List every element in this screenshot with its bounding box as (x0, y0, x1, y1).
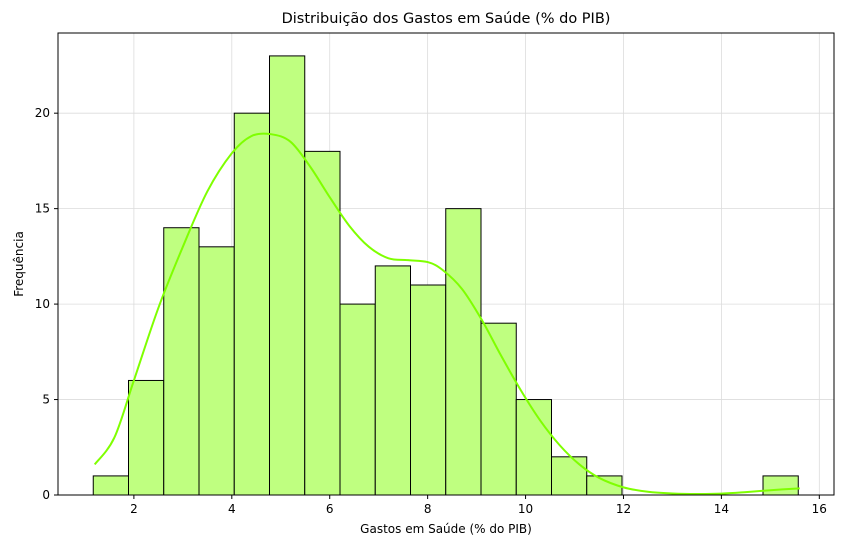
x-tick-label-5: 12 (616, 502, 631, 516)
plot-frame (57, 32, 835, 496)
histogram-bar-4 (233, 112, 271, 496)
y-tick-label-1: 5 (42, 393, 50, 407)
histogram-bar-6 (304, 150, 341, 496)
histogram-bar-11 (480, 322, 517, 496)
x-tick-label-4: 10 (518, 502, 533, 516)
histogram-bar-7 (339, 303, 376, 496)
histogram-bar-9 (410, 284, 447, 496)
histogram-bar-5 (269, 55, 306, 496)
x-axis-label: Gastos em Saúde (% do PIB) (360, 522, 532, 536)
histogram-bar-8 (374, 265, 412, 496)
histogram-bars (92, 55, 799, 496)
x-tick-label-6: 14 (714, 502, 729, 516)
y-tick-label-4: 20 (35, 106, 50, 120)
y-axis-label: Frequência (12, 231, 26, 297)
histogram-bar-12 (515, 399, 553, 496)
y-tick-label-3: 15 (35, 202, 50, 216)
y-axis-ticks: 0 5 10 15 20 (35, 106, 58, 502)
histogram-bar-2 (163, 227, 200, 496)
x-tick-label-7: 16 (812, 502, 827, 516)
histogram-bar-19 (762, 475, 799, 496)
y-tick-label-0: 0 (42, 488, 50, 502)
histogram-bar-0 (92, 475, 130, 496)
histogram-bar-10 (445, 208, 482, 496)
x-tick-label-1: 4 (228, 502, 236, 516)
histogram-bar-13 (551, 456, 588, 496)
x-tick-label-2: 6 (326, 502, 334, 516)
histogram-bar-3 (198, 246, 235, 496)
x-tick-label-3: 8 (424, 502, 432, 516)
chart-title: Distribuição dos Gastos em Saúde (% do P… (282, 11, 611, 27)
kde-curve (93, 132, 800, 496)
x-axis-ticks: 2 4 6 8 10 12 14 16 (130, 495, 827, 516)
y-tick-label-2: 10 (35, 297, 50, 311)
histogram-bar-1 (128, 379, 165, 496)
x-tick-label-0: 2 (130, 502, 138, 516)
